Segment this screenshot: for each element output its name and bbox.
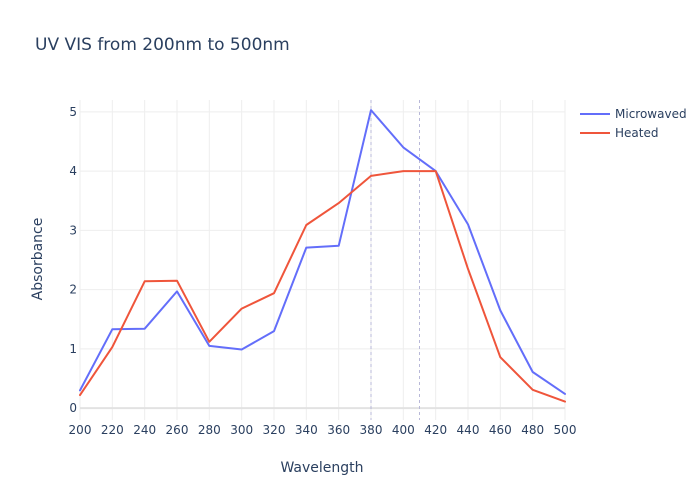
x-tick-label: 360 [327,423,350,437]
y-axis-title: Absorbance [30,218,46,301]
y-tick-label: 5 [69,105,77,119]
x-tick-label: 300 [230,423,253,437]
x-tick-label: 260 [166,423,189,437]
x-tick-label: 460 [489,423,512,437]
y-tick-label: 3 [69,223,77,237]
legend-label: Microwaved [615,107,687,121]
x-tick-label: 340 [295,423,318,437]
x-tick-label: 420 [424,423,447,437]
legend-label: Heated [615,126,658,140]
x-tick-label: 400 [392,423,415,437]
x-tick-label: 240 [133,423,156,437]
y-tick-label: 2 [69,283,77,297]
x-axis-title: Wavelength [280,460,363,476]
chart-title: UV VIS from 200nm to 500nm [35,35,290,55]
x-tick-label: 380 [360,423,383,437]
x-tick-label: 500 [554,423,577,437]
x-tick-label: 220 [101,423,124,437]
x-tick-label: 280 [198,423,221,437]
y-tick-label: 4 [69,164,77,178]
x-tick-label: 440 [457,423,480,437]
x-tick-label: 200 [69,423,92,437]
y-tick-label: 0 [69,401,77,415]
y-tick-label: 1 [69,342,77,356]
x-tick-label: 320 [263,423,286,437]
x-tick-label: 480 [521,423,544,437]
